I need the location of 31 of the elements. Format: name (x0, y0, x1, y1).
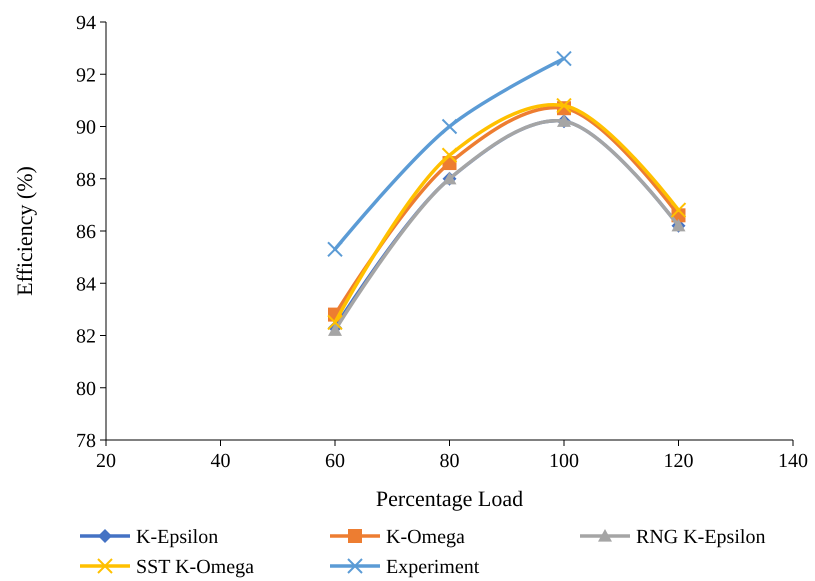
y-tick-label: 78 (76, 430, 96, 452)
point (328, 323, 342, 336)
legend-label: SST K-Omega (136, 556, 254, 578)
y-tick-label: 86 (76, 221, 96, 243)
point (442, 147, 458, 164)
point (556, 50, 572, 67)
point (442, 118, 458, 134)
legend-label: RNG K-Epsilon (636, 526, 766, 548)
y-axis-title: Efficiency (%) (12, 166, 37, 296)
x-axis-title: Percentage Load (376, 486, 524, 511)
x-tick-label: 20 (96, 450, 116, 472)
point (670, 202, 686, 218)
x-tick-label: 80 (440, 450, 460, 472)
x-tick-label: 140 (778, 450, 808, 472)
legend-label: K-Epsilon (136, 526, 218, 548)
x-tick-label: 100 (549, 450, 579, 472)
y-tick-label: 92 (76, 64, 96, 86)
x-tick-label: 60 (325, 450, 345, 472)
point (556, 98, 572, 114)
y-tick-label: 90 (76, 116, 96, 138)
y-tick-label: 88 (76, 168, 96, 191)
y-tick-label: 82 (76, 326, 96, 348)
y-tick-label: 94 (76, 12, 96, 34)
legend-label: Experiment (386, 556, 480, 578)
x-tick-label: 40 (210, 450, 230, 472)
y-tick-label: 84 (76, 273, 96, 296)
point (327, 241, 343, 258)
x-tick-label: 120 (664, 450, 694, 472)
legend-label: K-Omega (386, 526, 465, 548)
point (327, 314, 343, 330)
y-tick-label: 80 (76, 378, 96, 400)
